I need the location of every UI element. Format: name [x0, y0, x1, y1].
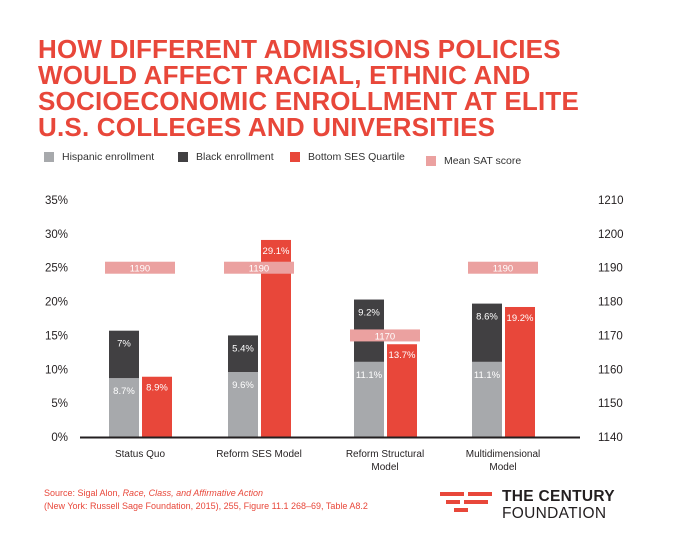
- source-note: Source: Sigal Alon, Race, Class, and Aff…: [44, 487, 368, 513]
- bar-bottom-ses: [505, 306, 535, 437]
- source-details: (New York: Russell Sage Foundation, 2015…: [44, 501, 368, 511]
- legend-label: Hispanic enrollment: [62, 151, 155, 163]
- sat-marker: [350, 329, 420, 342]
- bar-hispanic: [354, 361, 384, 437]
- sat-marker: [224, 261, 294, 274]
- label-black: 8.6%: [476, 312, 498, 323]
- source-prefix: Source: Sigal Alon,: [44, 488, 123, 498]
- title-line: SOCIOECONOMIC ENROLLMENT AT ELITE: [38, 86, 580, 116]
- y-right-tick-label: 1140: [598, 432, 623, 444]
- legend-swatch: [178, 152, 188, 162]
- logo-mark-icon: [440, 492, 492, 512]
- x-category-label: Multidimensional: [466, 449, 540, 460]
- sat-label: 1190: [130, 264, 150, 275]
- label-black: 9.2%: [358, 308, 380, 319]
- label-bottom-ses: 29.1%: [263, 246, 290, 257]
- y-right-tick-label: 1150: [598, 398, 623, 410]
- label-hispanic: 11.1%: [356, 370, 383, 381]
- title-line: HOW DIFFERENT ADMISSIONS POLICIES: [38, 34, 561, 64]
- bar-bottom-ses: [142, 376, 172, 437]
- label-hispanic: 9.6%: [232, 380, 254, 391]
- sat-marker: [468, 261, 538, 274]
- y-left-tick-label: 5%: [51, 398, 68, 410]
- logo-line-2: FOUNDATION: [502, 505, 607, 522]
- bar-black: [109, 330, 139, 379]
- y-left-tick-label: 10%: [45, 364, 68, 376]
- sat-label: 1190: [493, 264, 513, 275]
- y-left-tick-label: 30%: [45, 229, 68, 241]
- label-hispanic: 11.1%: [474, 370, 501, 381]
- y-right-tick-label: 1160: [598, 364, 623, 376]
- source-title: Race, Class, and Affirmative Action: [122, 488, 263, 498]
- y-left-tick-label: 20%: [45, 297, 68, 309]
- label-bottom-ses: 8.9%: [146, 383, 168, 394]
- century-foundation-logo: THE CENTURY FOUNDATION: [440, 488, 670, 528]
- label-black: 5.4%: [232, 343, 254, 354]
- legend-label: Mean SAT score: [444, 155, 522, 167]
- label-hispanic: 8.7%: [113, 386, 135, 397]
- logo-line-1: THE CENTURY: [502, 488, 615, 505]
- y-right-tick-label: 1210: [598, 195, 624, 207]
- title-line: WOULD AFFECT RACIAL, ETHNIC AND: [38, 60, 531, 90]
- y-right-tick-label: 1180: [598, 297, 623, 309]
- legend-swatch: [44, 152, 54, 162]
- y-left-tick-label: 35%: [45, 195, 68, 207]
- sat-label: 1190: [249, 264, 269, 275]
- x-category-label: Reform SES Model: [216, 449, 302, 460]
- x-category-label: Model: [371, 462, 398, 473]
- legend-item-mean-sat: Mean SAT score: [426, 155, 521, 167]
- legend-label: Black enrollment: [196, 151, 274, 163]
- bar-hispanic: [109, 378, 139, 437]
- x-category-label: Reform Structural: [346, 449, 424, 460]
- legend-swatch: [426, 156, 436, 166]
- bar-black: [228, 335, 258, 372]
- bar-hispanic: [472, 361, 502, 437]
- y-right-tick-label: 1170: [598, 330, 623, 342]
- legend-label: Bottom SES Quartile: [308, 151, 405, 163]
- legend-item-bottom-ses: Bottom SES Quartile: [290, 151, 405, 163]
- title-line: U.S. COLLEGES AND UNIVERSITIES: [38, 112, 496, 142]
- legend-swatch: [290, 152, 300, 162]
- x-category-label: Status Quo: [115, 449, 165, 460]
- legend-item-black: Black enrollment: [178, 151, 274, 163]
- bar-black: [472, 303, 502, 362]
- y-right-tick-label: 1200: [598, 229, 624, 241]
- y-left-tick-label: 15%: [45, 330, 68, 342]
- label-bottom-ses: 13.7%: [389, 350, 416, 361]
- logo-text: THE CENTURY FOUNDATION: [502, 488, 615, 522]
- label-bottom-ses: 19.2%: [507, 313, 534, 324]
- legend-item-hispanic: Hispanic enrollment: [44, 151, 154, 163]
- bar-hispanic: [228, 371, 258, 437]
- y-left-tick-label: 0%: [51, 432, 68, 444]
- x-category-label: Model: [489, 462, 516, 473]
- bar-bottom-ses: [387, 344, 417, 437]
- y-left-tick-label: 25%: [45, 263, 68, 275]
- label-black: 7%: [117, 339, 131, 350]
- chart-title: HOW DIFFERENT ADMISSIONS POLICIES WOULD …: [38, 36, 658, 140]
- sat-marker: [105, 261, 175, 274]
- y-right-tick-label: 1190: [598, 263, 623, 275]
- sat-label: 1170: [375, 331, 395, 342]
